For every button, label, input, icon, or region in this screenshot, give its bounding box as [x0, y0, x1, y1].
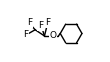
Text: F: F	[23, 30, 28, 39]
Text: O: O	[50, 31, 57, 40]
Text: F: F	[38, 21, 43, 30]
Text: F: F	[46, 18, 51, 27]
Text: F: F	[27, 18, 32, 27]
